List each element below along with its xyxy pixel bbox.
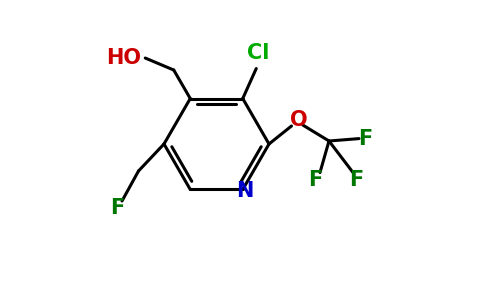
Text: F: F — [349, 170, 363, 190]
Text: F: F — [358, 129, 372, 148]
Text: O: O — [290, 110, 308, 130]
Text: N: N — [237, 181, 254, 201]
Text: Cl: Cl — [246, 43, 269, 62]
Text: HO: HO — [106, 48, 141, 68]
Text: F: F — [110, 199, 124, 218]
Text: F: F — [308, 170, 323, 190]
